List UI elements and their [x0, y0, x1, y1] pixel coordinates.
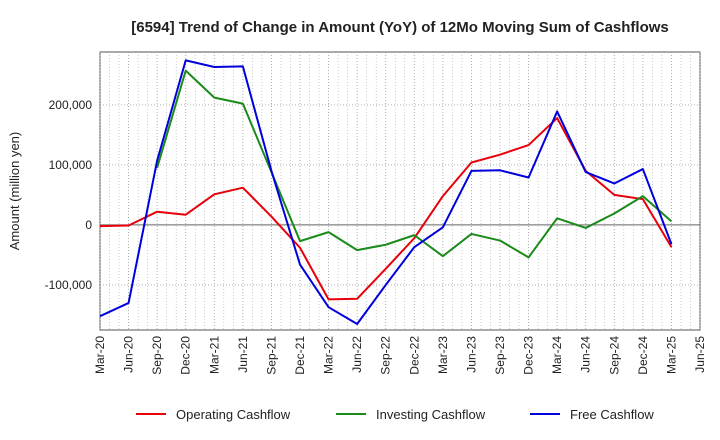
series-lines: [99, 59, 673, 325]
x-tick-label: Dec-21: [293, 336, 307, 375]
x-tick-label: Dec-23: [522, 336, 536, 375]
investing-cashflow-legend-label: Investing Cashflow: [376, 407, 486, 422]
x-tick-label: Dec-22: [407, 336, 421, 375]
x-tick-label: Mar-21: [207, 336, 221, 374]
x-tick-label: Dec-20: [179, 336, 193, 375]
investing-cashflow-line: [156, 69, 673, 259]
free-cashflow-line: [99, 59, 673, 325]
x-tick-label: Jun-23: [464, 336, 478, 373]
chart-title: [6594] Trend of Change in Amount (YoY) o…: [131, 19, 669, 36]
grid-lines: [99, 52, 701, 330]
plot-area: [99, 51, 701, 331]
y-tick-label: 200,000: [49, 98, 93, 112]
y-tick-label: 0: [85, 218, 92, 232]
x-tick-label: Jun-25: [693, 336, 707, 373]
x-tick-label: Dec-24: [636, 336, 650, 375]
x-tick-label: Sep-24: [607, 336, 621, 375]
x-tick-label: Jun-21: [236, 336, 250, 373]
x-tick-label: Mar-20: [93, 336, 107, 374]
legend: Operating Cashflow Investing Cashflow Free…: [136, 407, 654, 422]
x-tick-label: Mar-24: [550, 336, 564, 374]
x-tick-label: Mar-22: [322, 336, 336, 374]
x-tick-label: Sep-20: [150, 336, 164, 375]
x-tick-label: Sep-22: [379, 336, 393, 375]
y-axis-label: Amount (million yen): [7, 132, 22, 251]
x-tick-label: Sep-23: [493, 336, 507, 375]
y-tick-label: 100,000: [49, 158, 93, 172]
x-tick-labels: Mar-20 Jun-20 Sep-20 Dec-20 Mar-21 Jun-21 Sep-…: [93, 336, 707, 375]
operating-cashflow-legend-label: Operating Cashflow: [176, 407, 291, 422]
x-tick-label: Jun-20: [122, 336, 136, 373]
x-tick-label: Sep-21: [264, 336, 278, 375]
x-tick-label: Mar-25: [664, 336, 678, 374]
y-tick-label: -100,000: [45, 278, 93, 292]
free-cashflow-legend-label: Free Cashflow: [570, 407, 654, 422]
y-tick-labels: -100,000 0 100,000 200,000: [45, 98, 93, 292]
x-tick-label: Jun-22: [350, 336, 364, 373]
x-tick-label: Mar-23: [436, 336, 450, 374]
x-tick-label: Jun-24: [579, 336, 593, 373]
